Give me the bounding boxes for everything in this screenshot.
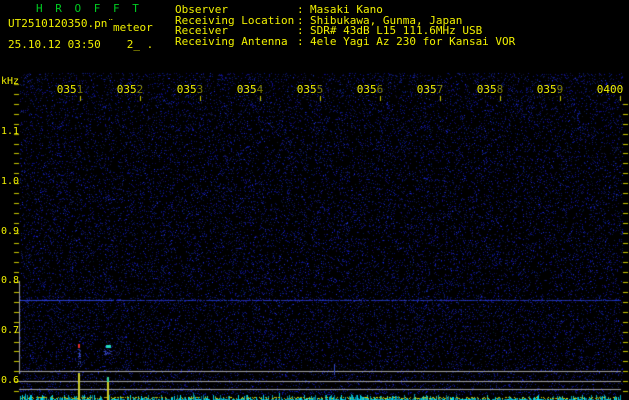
info-label: Receiving Location xyxy=(175,13,295,27)
info-value: SDR# 43dB L15 111.6MHz USB xyxy=(310,24,483,37)
time-label: 0352 xyxy=(116,83,144,96)
info-value: Shibukawa, Gunma, Japan xyxy=(310,13,463,27)
info-label: Receiving Antenna xyxy=(175,34,288,48)
freq-label: 1.1 xyxy=(1,126,20,137)
freq-label: 0.8 xyxy=(1,275,20,286)
time-label: 0359 xyxy=(536,83,564,96)
info-row-receiver: Receiver: SDR# 43dB L15 111.6MHz USB xyxy=(175,24,515,37)
info-row-observer: Observer: Masaki Kano xyxy=(175,3,515,16)
station-info: Observer: Masaki Kano Receiving Location:… xyxy=(175,3,516,48)
time-label: 0355 xyxy=(296,83,324,96)
app-title: H R O F F T xyxy=(36,2,142,15)
info-label: Receiver xyxy=(175,24,228,37)
echo-count: 2_ . xyxy=(126,38,154,51)
meteor-label: meteor xyxy=(112,21,153,34)
time-label: 0400 xyxy=(596,83,624,96)
file-line: UT2510120350.pn¨meteor xyxy=(8,17,153,34)
colon: : xyxy=(297,13,304,27)
info-value: Masaki Kano xyxy=(310,3,383,16)
info-value: 4ele Yagi Az 230 for Kansai VOR xyxy=(310,34,516,48)
colon: : xyxy=(297,3,304,16)
info-label: Observer xyxy=(175,3,228,16)
time-label: 0358 xyxy=(476,83,504,96)
time-label: 0351 xyxy=(56,83,84,96)
time-label: 0354 xyxy=(236,83,264,96)
filename-artifact: ¨ xyxy=(107,17,114,30)
datetime-label: 25.10.12 03:50 xyxy=(8,38,101,51)
freq-label: 0.7 xyxy=(1,325,20,336)
filename-label: UT2510120350.pn xyxy=(8,17,108,30)
freq-label: 0.9 xyxy=(1,226,20,237)
date-line: 25.10.12 03:50 2_ . xyxy=(8,38,153,51)
info-row-antenna: Receiving Antenna:4ele Yagi Az 230 for K… xyxy=(175,34,516,48)
colon: : xyxy=(297,24,304,37)
time-label: 0356 xyxy=(356,83,384,96)
time-label: 0357 xyxy=(416,83,444,96)
info-row-location: Receiving Location: Shibukawa, Gunma, Jap… xyxy=(175,13,515,27)
freq-label: 1.0 xyxy=(1,176,20,187)
khz-axis-label: kHz xyxy=(1,76,20,87)
colon: : xyxy=(297,34,304,48)
time-label: 0353 xyxy=(176,83,204,96)
freq-label: 0.6 xyxy=(1,375,20,386)
